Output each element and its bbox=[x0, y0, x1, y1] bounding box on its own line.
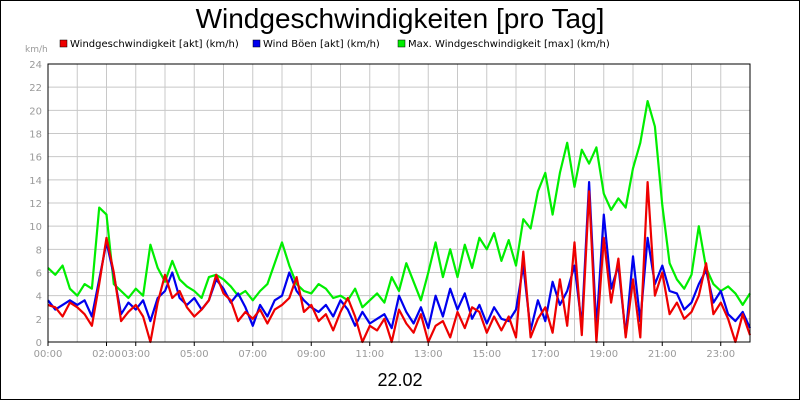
y-tick-label: 18 bbox=[29, 130, 42, 141]
y-axis-unit: km/h bbox=[25, 45, 48, 55]
x-axis: 00:00 02:00 03:00 05:00 07:00 09:00 11:00 13:00… bbox=[34, 342, 735, 360]
x-tick-label: 09:00 bbox=[297, 349, 326, 360]
x-tick-label: 23:00 bbox=[706, 349, 735, 360]
x-tick-label: 15:00 bbox=[472, 349, 501, 360]
legend-label: Windgeschwindigkeit [akt] (km/h) bbox=[70, 39, 239, 50]
legend: Windgeschwindigkeit [akt] (km/h) Wind Böe… bbox=[59, 39, 610, 50]
x-tick-label: 13:00 bbox=[414, 349, 443, 360]
y-tick-label: 20 bbox=[29, 106, 42, 117]
legend-swatch bbox=[252, 39, 261, 48]
x-tick-label: 19:00 bbox=[589, 349, 618, 360]
y-tick-label: 8 bbox=[36, 245, 42, 256]
x-tick-label: 00:00 bbox=[34, 349, 63, 360]
legend-label: Wind Böen [akt] (km/h) bbox=[263, 39, 380, 50]
legend-swatch bbox=[59, 39, 68, 48]
y-tick-label: 2 bbox=[36, 315, 42, 326]
y-tick-label: 0 bbox=[36, 338, 42, 349]
x-tick-label: 07:00 bbox=[238, 349, 267, 360]
y-tick-label: 12 bbox=[29, 199, 42, 210]
legend-swatch bbox=[397, 39, 406, 48]
y-tick-label: 14 bbox=[29, 176, 42, 187]
grid bbox=[47, 63, 751, 343]
y-tick-label: 22 bbox=[29, 83, 42, 94]
y-tick-label: 24 bbox=[29, 60, 42, 71]
x-tick-label: 02:00 bbox=[92, 349, 121, 360]
y-tick-label: 10 bbox=[29, 222, 42, 233]
y-tick-label: 6 bbox=[36, 269, 42, 280]
y-tick-label: 4 bbox=[36, 292, 42, 303]
x-tick-label: 11:00 bbox=[355, 349, 384, 360]
series-group bbox=[47, 99, 752, 344]
chart-title: Windgeschwindigkeiten [pro Tag] bbox=[196, 3, 605, 34]
y-tick-label: 16 bbox=[29, 153, 42, 164]
legend-label: Max. Windgeschwindigkeit [max] (km/h) bbox=[408, 39, 610, 50]
series-line-0 bbox=[47, 181, 752, 344]
plot-border bbox=[47, 63, 751, 343]
series-line-1 bbox=[47, 181, 752, 337]
x-tick-label: 03:00 bbox=[121, 349, 150, 360]
x-tick-label: 05:00 bbox=[180, 349, 209, 360]
chart-date: 22.02 bbox=[377, 370, 422, 390]
x-tick-label: 21:00 bbox=[648, 349, 677, 360]
x-tick-label: 17:00 bbox=[531, 349, 560, 360]
